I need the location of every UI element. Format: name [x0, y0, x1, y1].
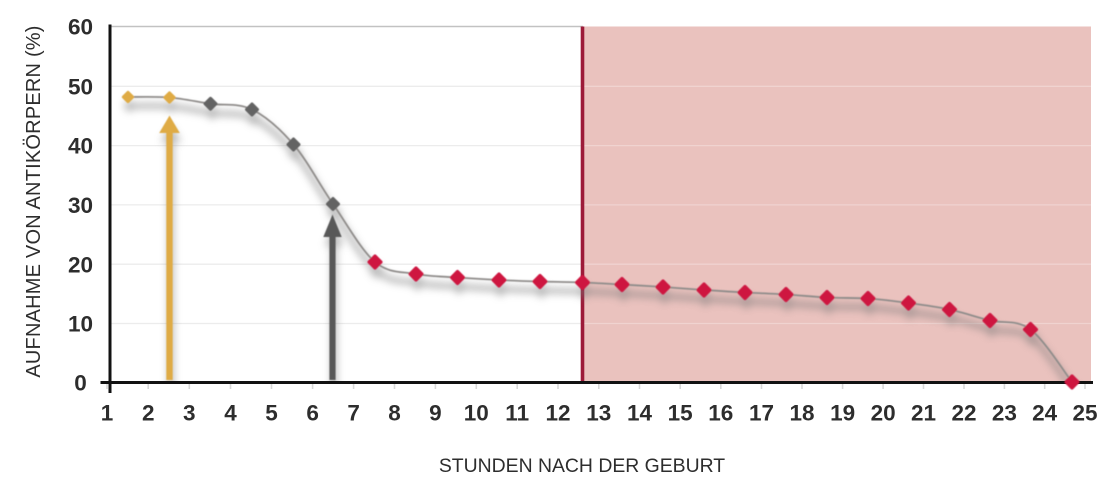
svg-text:20: 20 — [871, 401, 896, 426]
svg-text:23: 23 — [992, 401, 1017, 426]
svg-text:3: 3 — [183, 401, 196, 426]
svg-text:19: 19 — [830, 401, 855, 426]
svg-text:7: 7 — [347, 401, 360, 426]
svg-text:21: 21 — [911, 401, 936, 426]
svg-text:10: 10 — [68, 312, 93, 337]
svg-text:15: 15 — [668, 401, 693, 426]
svg-text:25: 25 — [1072, 401, 1097, 426]
svg-text:1: 1 — [101, 401, 114, 426]
svg-text:11: 11 — [505, 401, 529, 426]
svg-text:60: 60 — [68, 15, 93, 40]
svg-text:2: 2 — [142, 401, 155, 426]
svg-text:50: 50 — [68, 74, 93, 99]
svg-text:40: 40 — [68, 134, 93, 159]
svg-text:8: 8 — [388, 401, 401, 426]
svg-text:0: 0 — [74, 371, 87, 396]
svg-text:6: 6 — [306, 401, 319, 426]
svg-text:24: 24 — [1032, 401, 1058, 426]
svg-text:20: 20 — [68, 252, 93, 277]
svg-text:16: 16 — [708, 401, 733, 426]
svg-text:10: 10 — [464, 401, 489, 426]
svg-text:9: 9 — [429, 401, 442, 426]
svg-text:30: 30 — [68, 193, 93, 218]
svg-text:5: 5 — [265, 401, 278, 426]
svg-text:17: 17 — [749, 401, 774, 426]
svg-text:STUNDEN NACH DER GEBURT: STUNDEN NACH DER GEBURT — [439, 455, 725, 477]
svg-text:13: 13 — [586, 401, 611, 426]
svg-text:22: 22 — [951, 401, 976, 426]
svg-text:18: 18 — [789, 401, 814, 426]
svg-text:AUFNAHME VON ANTIKÖRPERN (%): AUFNAHME VON ANTIKÖRPERN (%) — [23, 25, 45, 377]
svg-text:12: 12 — [545, 401, 570, 426]
svg-text:4: 4 — [224, 401, 237, 426]
svg-text:14: 14 — [627, 401, 653, 426]
